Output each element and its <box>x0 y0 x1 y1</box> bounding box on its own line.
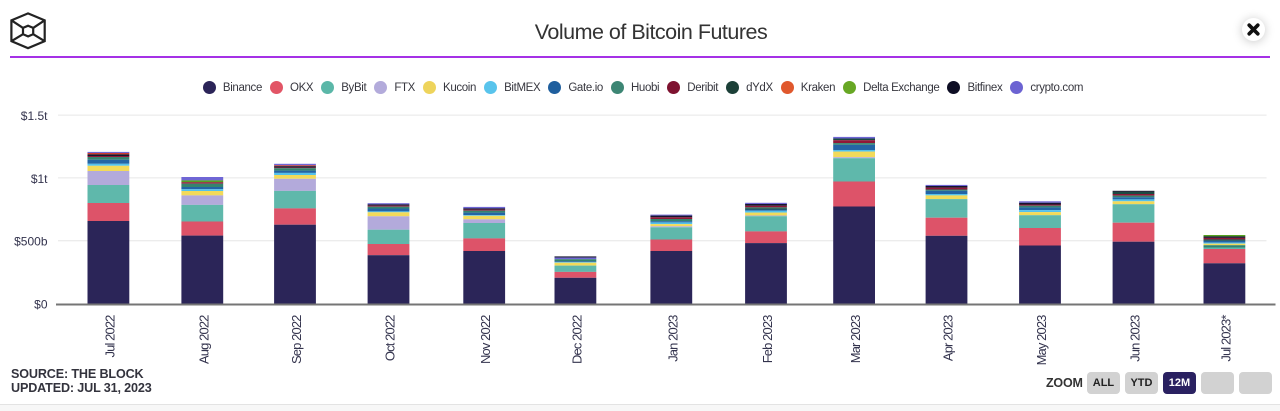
svg-text:$1.5t: $1.5t <box>21 109 48 123</box>
svg-text:$0: $0 <box>34 297 48 311</box>
svg-text:$500b: $500b <box>14 235 48 249</box>
svg-text:Sep 2022: Sep 2022 <box>289 315 304 364</box>
svg-text:Jan 2023: Jan 2023 <box>665 315 680 362</box>
svg-text:Jul 2022: Jul 2022 <box>102 315 117 358</box>
svg-text:Mar 2023: Mar 2023 <box>848 315 863 363</box>
svg-text:Aug 2022: Aug 2022 <box>196 315 211 364</box>
svg-text:Nov 2022: Nov 2022 <box>478 315 493 364</box>
svg-text:$1t: $1t <box>31 172 48 186</box>
svg-text:Apr 2023: Apr 2023 <box>941 315 956 361</box>
svg-text:Oct 2022: Oct 2022 <box>383 315 398 361</box>
svg-text:Dec 2022: Dec 2022 <box>569 315 584 364</box>
svg-text:Feb 2023: Feb 2023 <box>760 315 775 363</box>
svg-text:May 2023: May 2023 <box>1034 315 1049 366</box>
svg-text:Jun 2023: Jun 2023 <box>1128 315 1143 362</box>
svg-text:Jul 2023*: Jul 2023* <box>1218 315 1233 362</box>
